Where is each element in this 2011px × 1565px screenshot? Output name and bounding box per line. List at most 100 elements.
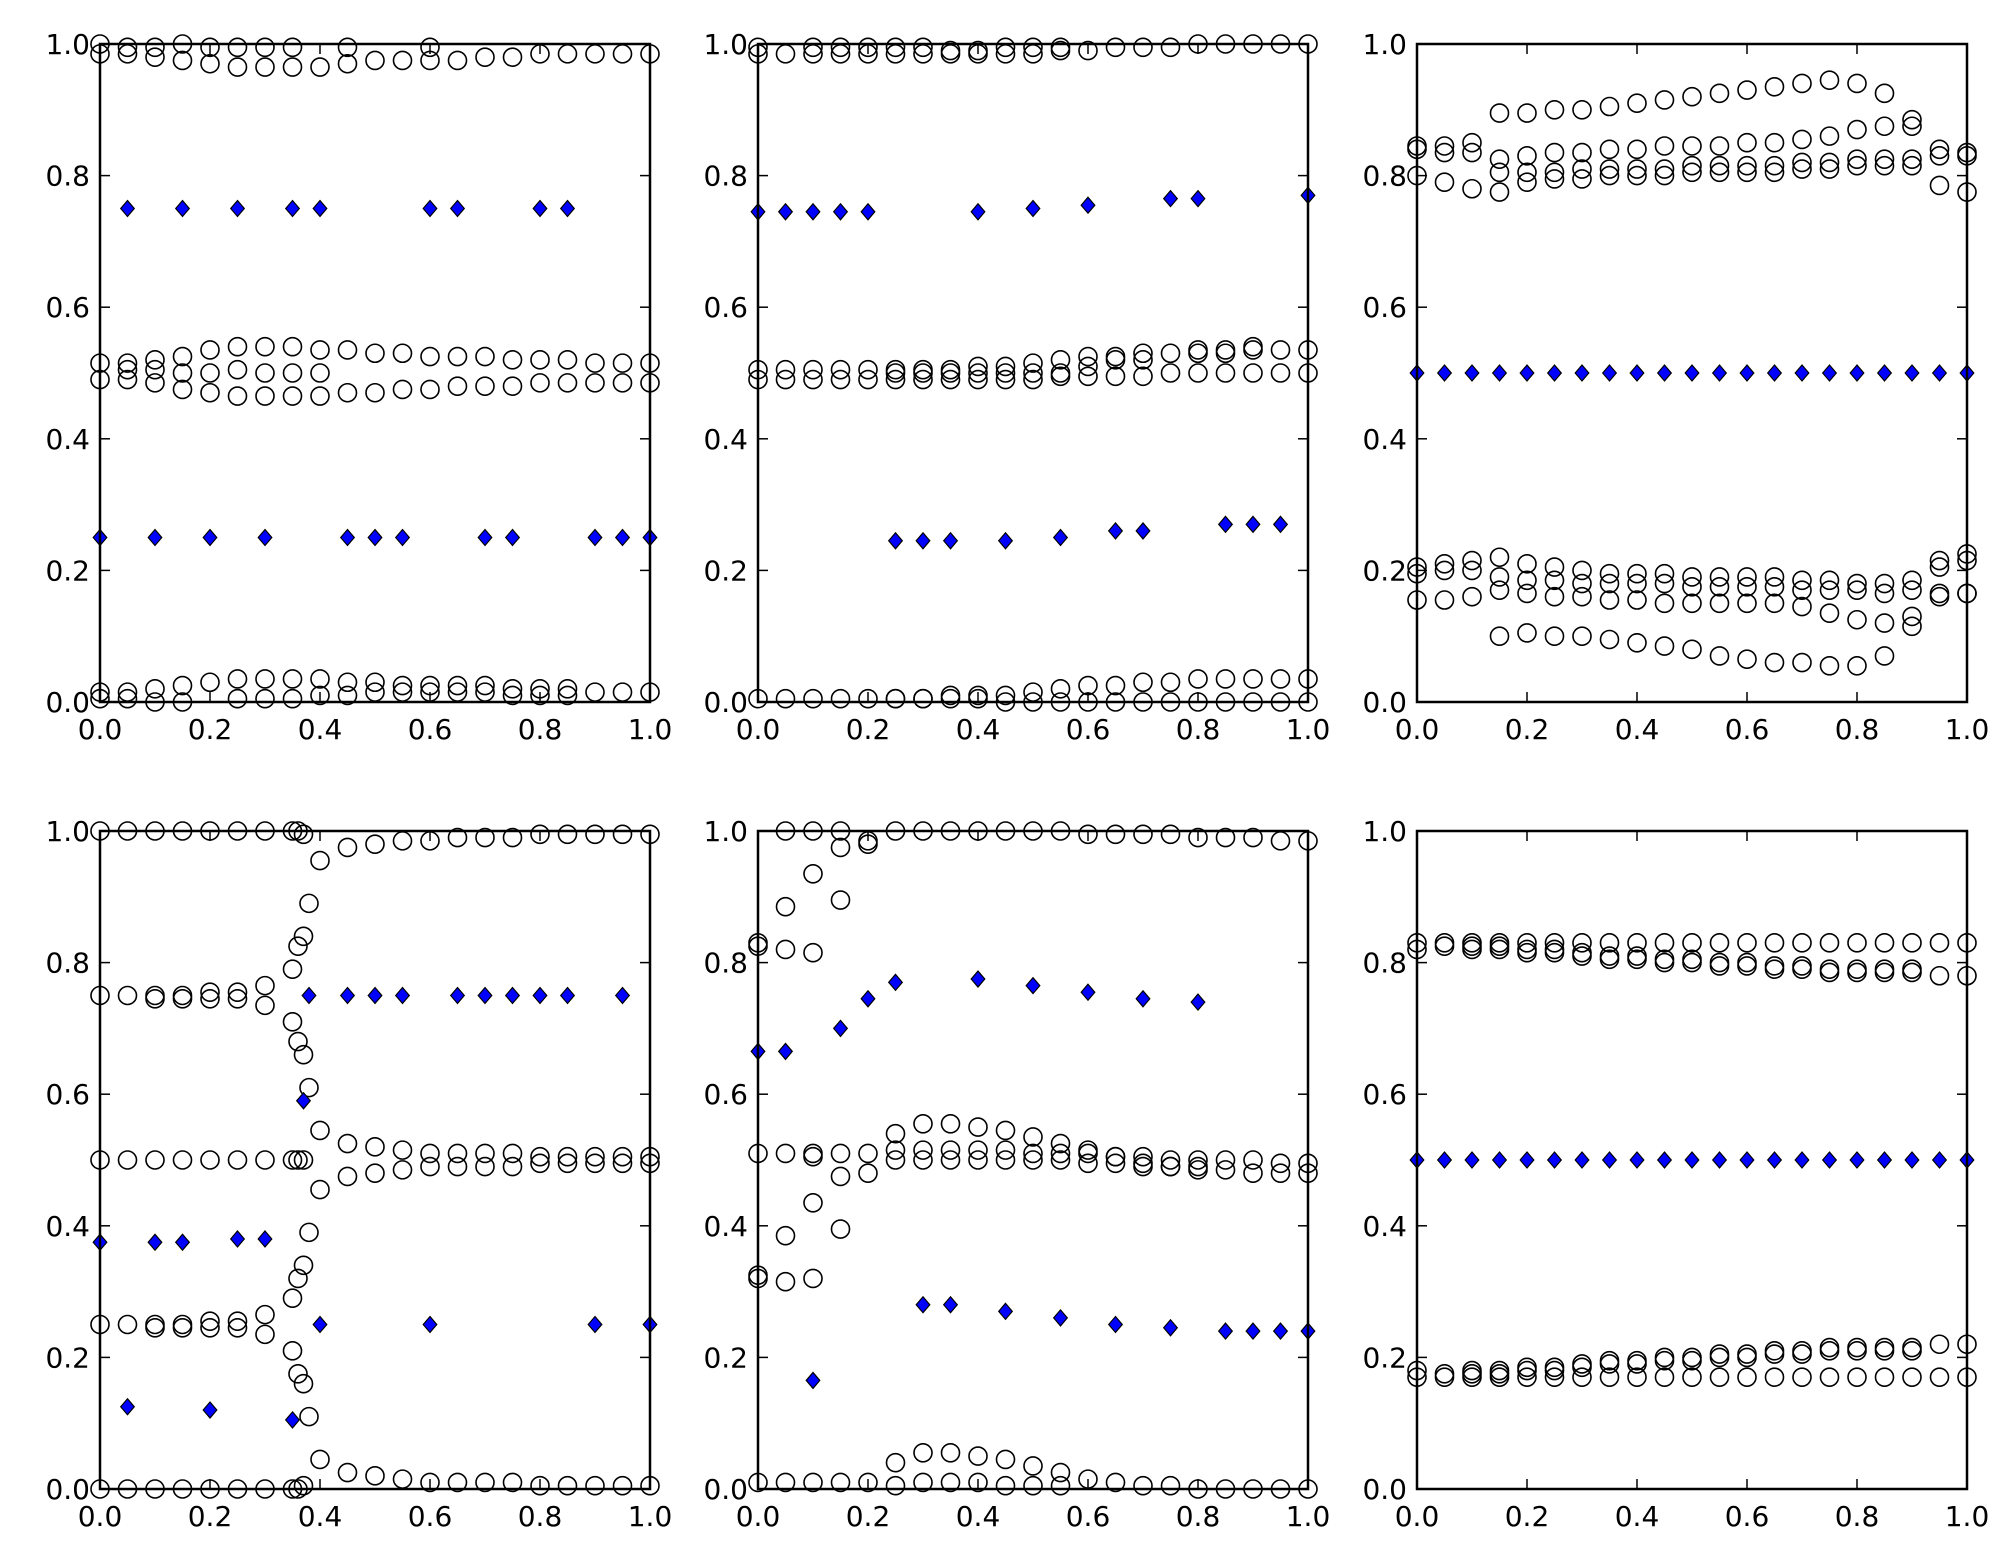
diamond-point	[147, 528, 163, 547]
circle-point	[475, 47, 495, 67]
diamond-point	[777, 202, 794, 221]
circle-point	[1462, 936, 1482, 956]
circle-point	[1654, 636, 1675, 656]
x-tick-label: 0.6	[408, 1500, 453, 1533]
circle-point	[1847, 1341, 1867, 1361]
circle-point	[612, 44, 633, 64]
circle-point	[200, 1317, 220, 1338]
circle-point	[255, 1304, 275, 1325]
diamond-point	[1436, 1151, 1453, 1169]
circle-point	[1847, 149, 1867, 169]
circle-point	[1462, 550, 1482, 571]
circle-point	[310, 685, 330, 706]
circle-point	[200, 53, 220, 74]
circle-point	[858, 1472, 878, 1493]
circle-point	[1599, 165, 1620, 186]
circle-point	[293, 824, 314, 845]
circle-point	[803, 863, 823, 884]
circle-point	[288, 1031, 308, 1052]
circle-point	[858, 37, 878, 58]
circle-point	[1819, 126, 1840, 146]
circle-point	[1709, 593, 1730, 614]
diamond-point	[1162, 189, 1179, 208]
circle-point	[1517, 172, 1537, 192]
circle-point	[1599, 96, 1620, 117]
y-tick-label: 0.2	[703, 1341, 748, 1374]
circle-point	[1682, 567, 1702, 587]
circle-point	[1270, 831, 1291, 851]
circle-point	[775, 1143, 796, 1164]
y-tick-label: 0.0	[703, 686, 748, 719]
diamond-point	[1739, 1151, 1755, 1169]
circle-point	[172, 988, 193, 1009]
circle-point	[940, 369, 961, 390]
circle-point	[447, 1472, 468, 1493]
circle-point	[1654, 90, 1675, 110]
circle-point	[1627, 1354, 1647, 1374]
circle-point	[1874, 613, 1895, 633]
y-tick-label: 0.8	[45, 947, 90, 980]
circle-point	[420, 379, 440, 400]
x-tick-label: 1.0	[1286, 713, 1331, 746]
diamond-point	[202, 1401, 218, 1419]
circle-point	[1682, 86, 1702, 107]
x-tick-label: 0.2	[188, 1500, 233, 1533]
circle-point	[1627, 139, 1647, 160]
circle-point	[1764, 593, 1785, 614]
circle-point	[447, 675, 468, 696]
circle-point	[1819, 1341, 1840, 1361]
x-tick-label: 0.2	[1505, 1500, 1550, 1533]
circle-point	[1929, 175, 1950, 196]
circle-point	[1874, 83, 1895, 104]
circle-point	[1819, 959, 1840, 979]
circle-point	[1572, 100, 1592, 120]
circle-point	[1709, 952, 1730, 973]
circle-point	[1572, 586, 1592, 607]
circle-point	[1792, 933, 1812, 953]
circle-point	[1105, 366, 1126, 387]
y-tick-label: 0.6	[703, 1078, 748, 1111]
circle-point	[282, 37, 303, 58]
circle-point	[1188, 343, 1208, 364]
circle-point	[365, 682, 385, 702]
circle-point	[995, 363, 1016, 383]
circle-point	[1737, 567, 1757, 587]
circle-point	[913, 369, 933, 390]
circle-point	[968, 1140, 988, 1160]
circle-point	[1572, 142, 1592, 163]
diamond-point	[1107, 1315, 1124, 1334]
plot-frame	[756, 42, 1310, 704]
diamond-point	[229, 199, 246, 218]
circle-point	[1544, 933, 1565, 953]
circle-point	[612, 353, 633, 373]
circle-point	[200, 982, 220, 1003]
circle-point	[1050, 1143, 1071, 1164]
circle-point	[940, 1472, 961, 1493]
circle-point	[803, 1472, 823, 1493]
y-tick-label: 0.4	[1362, 423, 1407, 456]
x-tick-label: 0.4	[298, 1500, 343, 1533]
circle-point	[803, 359, 823, 380]
circle-point	[1847, 933, 1867, 953]
circle-point	[1243, 363, 1263, 383]
circle-point	[1572, 1367, 1592, 1387]
diamond-point	[532, 986, 548, 1005]
circle-point	[293, 1255, 314, 1276]
circle-point	[557, 679, 578, 699]
circle-point	[1243, 669, 1263, 689]
circle-point	[1737, 155, 1757, 176]
circle-point	[1709, 933, 1730, 953]
circle-point	[775, 896, 796, 917]
circle-point	[1902, 580, 1922, 600]
diamond-point	[1684, 364, 1700, 382]
x-tick-label: 0.6	[1066, 713, 1111, 746]
circle-point	[172, 379, 193, 400]
x-tick-label: 0.4	[956, 713, 1001, 746]
circle-point	[1572, 560, 1592, 581]
circle-point	[117, 688, 138, 709]
circle-point	[830, 890, 851, 910]
circle-point	[1737, 593, 1757, 614]
plot-frame	[98, 42, 652, 704]
circle-point	[1902, 155, 1922, 176]
diamond-point	[1135, 989, 1151, 1008]
